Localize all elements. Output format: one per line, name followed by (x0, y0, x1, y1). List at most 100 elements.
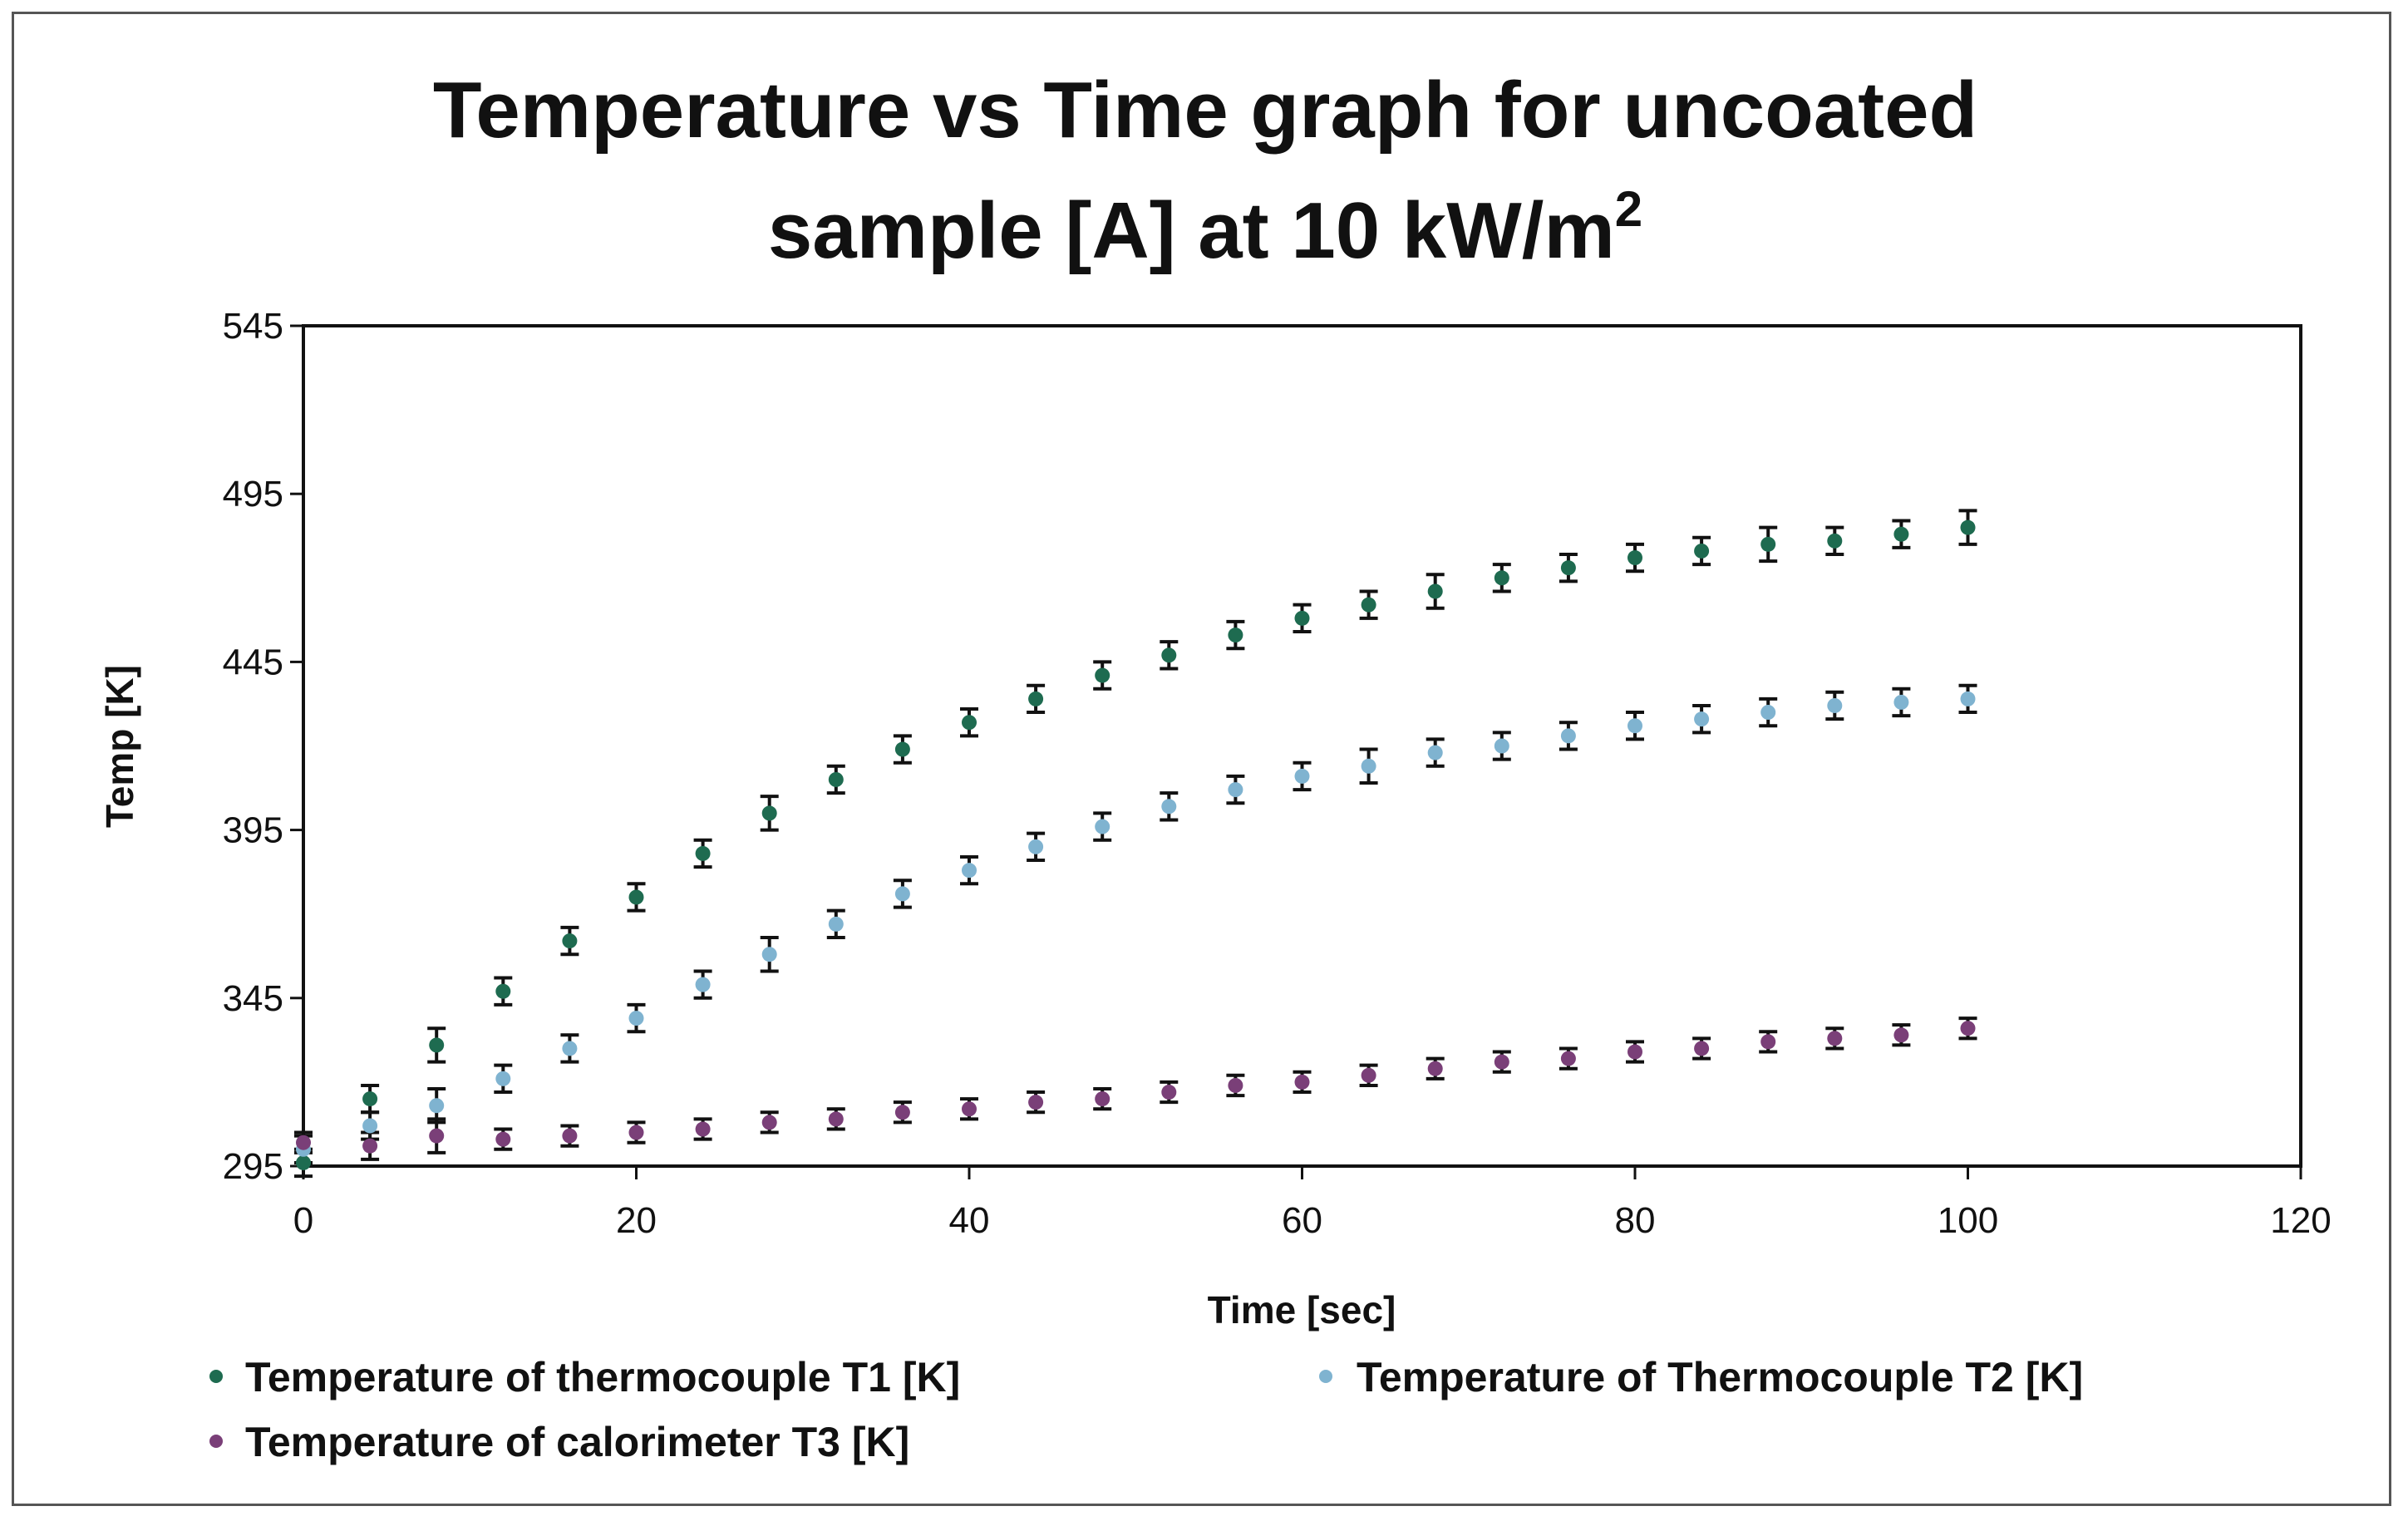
legend-label-t3: Temperature of calorimeter T3 [K] (245, 1419, 909, 1465)
data-point-t1 (1560, 560, 1576, 576)
data-point-t3 (495, 1131, 511, 1147)
data-point-t3 (695, 1121, 711, 1137)
legend-label-t2: Temperature of Thermocouple T2 [K] (1357, 1354, 2083, 1400)
data-point-t3 (1095, 1091, 1110, 1107)
data-point-t1 (1294, 610, 1310, 626)
data-point-t2 (562, 1041, 578, 1056)
data-point-t1 (1494, 570, 1509, 586)
data-point-t2 (1760, 705, 1776, 721)
data-point-t2 (495, 1071, 511, 1086)
x-axis-ticks: 0 20 40 60 80 100 120 (293, 1166, 2332, 1241)
data-point-t2 (761, 947, 777, 962)
data-point-t3 (1228, 1077, 1243, 1093)
x-tick-label: 0 (293, 1200, 313, 1241)
legend-marker-t1 (209, 1370, 223, 1383)
data-point-t1 (1028, 691, 1044, 706)
data-point-t3 (1627, 1044, 1642, 1060)
data-point-t3 (296, 1135, 311, 1150)
data-point-t3 (1893, 1027, 1909, 1043)
chart-frame (12, 12, 2391, 1506)
data-point-t1 (1095, 667, 1110, 683)
data-point-t2 (1427, 745, 1443, 760)
data-point-t1 (628, 889, 644, 905)
data-point-t1 (495, 983, 511, 999)
data-point-t2 (628, 1011, 644, 1026)
data-point-t1 (429, 1037, 445, 1053)
x-tick-label: 60 (1282, 1200, 1322, 1241)
data-point-t2 (1627, 718, 1642, 734)
data-point-t1 (1427, 583, 1443, 599)
data-point-t3 (962, 1101, 977, 1117)
legend-marker-t2 (1319, 1370, 1332, 1383)
data-point-t1 (894, 741, 910, 757)
y-tick-label: 545 (223, 306, 283, 347)
x-axis-label: Time [sec] (1208, 1288, 1396, 1331)
data-point-t3 (828, 1111, 844, 1127)
data-point-t2 (1960, 691, 1976, 706)
x-tick-label: 40 (949, 1200, 990, 1241)
data-point-t1 (1760, 536, 1776, 552)
data-point-t1 (1827, 533, 1843, 549)
data-point-t3 (761, 1115, 777, 1130)
data-point-t1 (296, 1154, 311, 1170)
data-point-t2 (1560, 728, 1576, 744)
y-tick-label: 295 (223, 1146, 283, 1187)
data-point-t2 (362, 1118, 378, 1134)
data-point-t2 (1827, 697, 1843, 713)
data-point-t2 (894, 886, 910, 902)
y-axis-ticks: 295 345 395 445 495 545 (223, 306, 303, 1187)
chart-title-superscript: 2 (1615, 181, 1642, 237)
x-tick-label: 100 (1938, 1200, 1998, 1241)
data-point-t3 (1560, 1051, 1576, 1066)
x-tick-label: 120 (2270, 1200, 2331, 1241)
data-point-t1 (695, 845, 711, 861)
data-point-t3 (1294, 1074, 1310, 1090)
data-point-t2 (695, 977, 711, 992)
data-point-t1 (761, 805, 777, 821)
data-point-t2 (429, 1098, 445, 1114)
data-point-t3 (1361, 1067, 1376, 1083)
data-point-t2 (1694, 711, 1710, 727)
x-tick-label: 80 (1615, 1200, 1656, 1241)
y-tick-label: 345 (223, 978, 283, 1019)
legend: Temperature of thermocouple T1 [K] Tempe… (209, 1354, 2083, 1465)
data-point-t1 (1893, 526, 1909, 542)
data-point-t3 (1827, 1031, 1843, 1046)
data-points (296, 519, 1976, 1170)
chart-title-line-1: Temperature vs Time graph for uncoated (433, 66, 1977, 155)
data-point-t3 (1028, 1095, 1044, 1110)
data-point-t1 (962, 715, 977, 731)
data-point-t2 (828, 916, 844, 932)
data-point-t1 (1161, 647, 1177, 663)
error-bars (294, 509, 1977, 1179)
data-point-t3 (362, 1138, 378, 1154)
legend-marker-t3 (209, 1435, 223, 1448)
data-point-t3 (1427, 1061, 1443, 1076)
data-point-t3 (1760, 1034, 1776, 1050)
data-point-t1 (1627, 550, 1642, 566)
data-point-t3 (1694, 1041, 1710, 1056)
data-point-t1 (1228, 628, 1243, 643)
data-point-t1 (1694, 543, 1710, 559)
y-axis-label: Temp [K] (98, 665, 141, 828)
data-point-t2 (1361, 758, 1376, 774)
plot-area (302, 324, 2302, 1168)
chart-title-line-2-main: sample [A] at 10 kW/m (768, 186, 1615, 275)
data-point-t1 (562, 933, 578, 949)
data-point-t1 (1960, 519, 1976, 535)
y-tick-label: 495 (223, 474, 283, 514)
data-point-t2 (1893, 694, 1909, 710)
data-point-t2 (1228, 782, 1243, 798)
x-tick-label: 20 (616, 1200, 657, 1241)
chart-title-line-2: sample [A] at 10 kW/m2 (768, 181, 1642, 275)
data-point-t3 (1161, 1085, 1177, 1100)
data-point-t2 (1095, 819, 1110, 834)
data-point-t2 (962, 863, 977, 879)
data-point-t3 (628, 1125, 644, 1140)
data-point-t1 (362, 1091, 378, 1107)
data-point-t3 (1960, 1021, 1976, 1036)
data-point-t3 (562, 1128, 578, 1144)
data-point-t3 (894, 1105, 910, 1120)
legend-label-t1: Temperature of thermocouple T1 [K] (245, 1354, 960, 1400)
